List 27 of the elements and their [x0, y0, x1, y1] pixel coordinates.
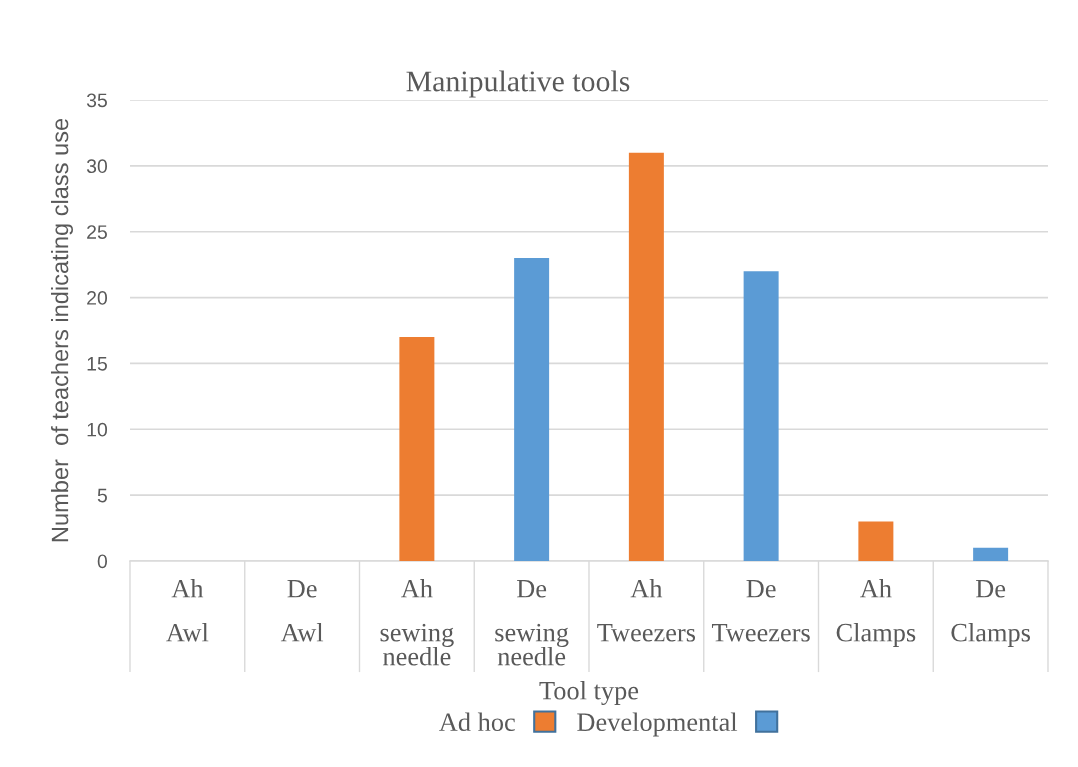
x-tick-label: De Awl — [280, 580, 324, 642]
x-tick-label: De sewing needle — [495, 580, 569, 666]
y-tick-label: 35 — [86, 93, 107, 108]
bar — [514, 258, 550, 561]
x-tick-label: Ah Clamps — [836, 579, 916, 647]
y-axis-title: Number of teachers indicating class use — [51, 118, 74, 542]
bar — [858, 521, 894, 561]
x-axis-title: Tool type — [539, 681, 639, 705]
y-tick-label: 0 — [97, 554, 108, 569]
y-tick-label: 5 — [97, 488, 107, 503]
y-tick-label: 25 — [87, 225, 107, 239]
x-tick-label: De Clamps — [951, 580, 1030, 647]
legend-label: Ad hoc — [439, 712, 515, 732]
bar — [743, 271, 779, 561]
y-tick-label: 30 — [86, 159, 108, 174]
y-tick-label: 20 — [87, 291, 108, 305]
x-tick-label: Ah sewing needle — [380, 579, 454, 666]
x-tick-label: De Tweezers — [711, 580, 810, 642]
x-tick-label: Ah Tweezers — [597, 579, 696, 642]
bar — [399, 337, 435, 561]
x-tick-label: Ah Awl — [166, 579, 209, 642]
bar — [628, 152, 664, 561]
legend-label: Developmental — [577, 712, 738, 737]
y-tick-label: 15 — [87, 357, 107, 371]
y-tick-label: 10 — [87, 422, 108, 437]
bar — [973, 547, 1009, 561]
chart-title: Manipulative tools — [406, 70, 630, 98]
